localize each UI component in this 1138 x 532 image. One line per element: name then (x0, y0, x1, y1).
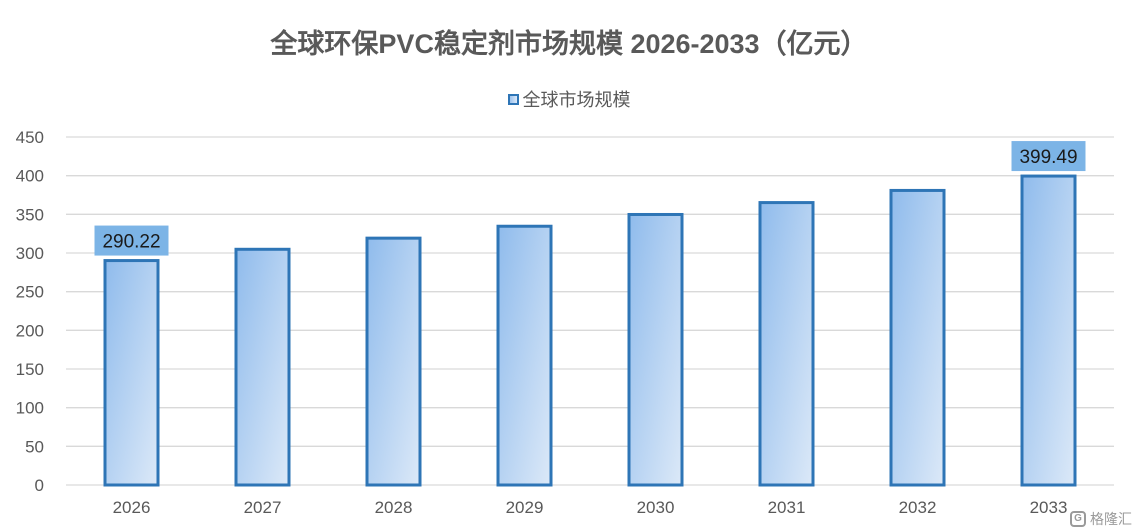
y-axis: 0 50 100 150 200 250 300 350 400 450 (16, 128, 44, 495)
y-tick-label: 300 (16, 244, 44, 263)
y-tick-label: 100 (16, 399, 44, 418)
bar-series (103, 174, 1077, 487)
bar-2030[interactable] (627, 212, 684, 487)
watermark: G 格隆汇 (1070, 509, 1132, 529)
x-tick-label: 2026 (113, 498, 151, 517)
y-tick-label: 450 (16, 128, 44, 147)
bar-2031[interactable] (758, 201, 815, 487)
x-tick-label: 2033 (1030, 498, 1068, 517)
x-tick-label: 2030 (637, 498, 675, 517)
data-label: 290.22 (102, 232, 160, 253)
bar-2033[interactable] (1020, 174, 1077, 487)
x-tick-label: 2032 (899, 498, 937, 517)
data-label-box (1011, 141, 1086, 172)
legend-swatch (507, 93, 519, 105)
bar-2032[interactable] (889, 188, 946, 487)
y-tick-label: 50 (25, 437, 44, 456)
bar-2028[interactable] (365, 236, 422, 487)
watermark-logo-icon: G (1070, 511, 1086, 527)
x-axis: 2026 2027 2028 2029 2030 2031 2032 2033 (113, 498, 1068, 517)
data-label: 399.49 (1019, 147, 1077, 168)
y-tick-label: 200 (16, 321, 44, 340)
y-tick-label: 250 (16, 283, 44, 302)
x-tick-label: 2029 (506, 498, 544, 517)
y-tick-label: 150 (16, 360, 44, 379)
x-tick-label: 2031 (768, 498, 806, 517)
legend-label: 全球市场规模 (522, 90, 631, 110)
data-label-box (94, 225, 169, 256)
chart-title: 全球环保PVC稳定剂市场规模 2026-2033（亿元） (270, 29, 868, 59)
bar-2026[interactable] (103, 259, 160, 487)
bar-2029[interactable] (496, 224, 553, 487)
y-tick-label: 0 (35, 476, 44, 495)
y-tick-label: 400 (16, 167, 44, 186)
y-tick-label: 350 (16, 205, 44, 224)
x-tick-label: 2028 (375, 498, 413, 517)
data-labels: 290.22 399.49 (94, 141, 1086, 256)
legend[interactable]: 全球市场规模 (0, 86, 1138, 112)
x-tick-label: 2027 (244, 498, 282, 517)
watermark-text: 格隆汇 (1090, 511, 1132, 527)
bar-2027[interactable] (234, 247, 291, 487)
gridlines (66, 136, 1114, 486)
